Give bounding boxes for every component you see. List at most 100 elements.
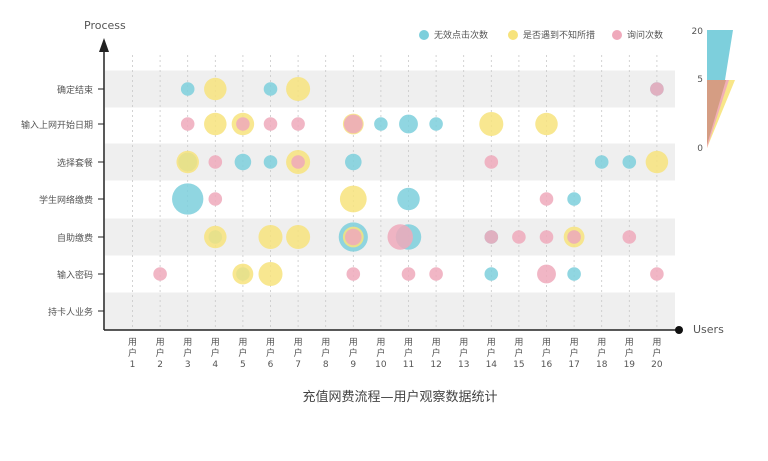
bubble: [429, 117, 443, 131]
bubble: [204, 112, 227, 136]
bubble: [343, 114, 363, 134]
x-tick-label: 用: [542, 337, 551, 348]
bubble: [180, 82, 195, 96]
row-band: [105, 292, 675, 330]
x-tick-label: 用: [652, 337, 661, 348]
bubble: [387, 224, 413, 250]
bubbles: [153, 76, 669, 287]
bubble: [286, 76, 311, 102]
bubble: [345, 228, 362, 246]
bubble: [258, 224, 283, 250]
x-tick-label: 12: [430, 360, 441, 370]
bubble: [479, 111, 504, 137]
x-tick-label: 9: [350, 360, 356, 370]
x-tick-label: 7: [295, 360, 301, 370]
bubble: [622, 230, 637, 244]
x-tick-label: 户: [459, 347, 468, 359]
x-tick-label: 用: [514, 337, 523, 348]
size-legend-label: 5: [697, 75, 703, 85]
x-tick-label: 用: [183, 337, 192, 348]
legend-label: 无效点击次数: [434, 29, 488, 41]
bubble: [204, 225, 227, 249]
x-tick-label: 6: [268, 360, 274, 370]
x-tick-label: 用: [128, 337, 137, 348]
x-tick-label: 户: [514, 347, 523, 359]
x-tick-label: 4: [212, 360, 218, 370]
bubble: [339, 185, 367, 213]
bubble: [594, 155, 609, 169]
x-tick-label: 15: [513, 360, 524, 370]
x-tick-label: 用: [321, 337, 330, 348]
x-tick-label: 5: [240, 360, 246, 370]
bubble: [401, 267, 416, 281]
x-tick-label: 用: [376, 337, 385, 348]
size-legend-overlap: [707, 80, 726, 145]
x-tick-label: 户: [128, 347, 137, 359]
bubble: [645, 150, 669, 174]
bubble: [208, 192, 223, 206]
x-tick-label: 户: [542, 347, 551, 359]
y-axis-title: Process: [84, 19, 126, 32]
bubble: [263, 82, 278, 96]
x-tick-label: 11: [403, 360, 414, 370]
x-tick-label: 13: [458, 360, 469, 370]
bubble: [204, 77, 227, 101]
x-tick-label: 用: [238, 337, 247, 348]
bubble: [650, 267, 664, 281]
bubble: [176, 150, 199, 174]
y-tick-label: 自助缴费: [57, 232, 93, 244]
x-tick-label: 用: [597, 337, 606, 348]
x-tick-label: 17: [568, 360, 579, 370]
legend-label: 询问次数: [627, 29, 663, 41]
axes: Process Users: [84, 19, 724, 336]
x-tick-label: 10: [375, 360, 387, 370]
bubble: [346, 267, 361, 281]
x-tick-label: 用: [211, 337, 220, 348]
x-tick-label: 19: [624, 360, 636, 370]
y-axis-arrow: [99, 38, 109, 52]
bubble: [291, 117, 305, 131]
bubble: [650, 82, 664, 96]
bubble: [263, 117, 278, 131]
bubble: [484, 155, 499, 169]
bubble: [232, 263, 254, 285]
bubble: [539, 230, 554, 244]
x-tick-label: 户: [376, 347, 385, 359]
bubble: [208, 155, 223, 169]
x-tick-label: 用: [459, 337, 468, 348]
size-legend-label: 20: [692, 27, 704, 37]
bubble: [236, 117, 250, 131]
bubble: [291, 155, 305, 169]
y-tick-label: 选择套餐: [57, 157, 93, 169]
x-tick-label: 户: [487, 347, 496, 359]
x-tick-label: 户: [238, 347, 247, 359]
bubble: [429, 267, 443, 281]
y-tick-label: 确定结束: [57, 84, 93, 96]
x-tick-label: 20: [651, 360, 663, 370]
x-tick-label: 用: [294, 337, 303, 348]
x-tick-label: 用: [570, 337, 579, 348]
y-tick-label: 学生网络缴费: [39, 194, 93, 206]
size-legend-wedge-invalid-clicks: [707, 30, 733, 80]
bubble: [153, 267, 167, 281]
legend: 无效点击次数 是否遇到不知所措 询问次数: [419, 29, 663, 41]
legend-swatch: [612, 30, 622, 40]
bubble: [539, 192, 554, 206]
x-tick-label: 用: [625, 337, 634, 348]
x-tick-label: 户: [570, 347, 579, 359]
bubble: [537, 264, 556, 284]
bubble: [399, 114, 418, 134]
x-tick-label: 户: [321, 347, 330, 359]
chart-title: 充值网费流程—用户观察数据统计: [302, 390, 498, 405]
x-tick-label: 用: [432, 337, 441, 348]
y-tick-label: 输入上网开始日期: [21, 119, 93, 131]
x-tick-label: 用: [266, 337, 275, 348]
bubble: [234, 153, 252, 171]
bubble: [567, 267, 581, 281]
x-tick-label: 1: [130, 360, 136, 370]
x-tick-label: 户: [432, 347, 441, 359]
x-tick-label: 户: [266, 347, 275, 359]
x-tick-label: 用: [349, 337, 358, 348]
x-tick-label: 户: [597, 347, 606, 359]
